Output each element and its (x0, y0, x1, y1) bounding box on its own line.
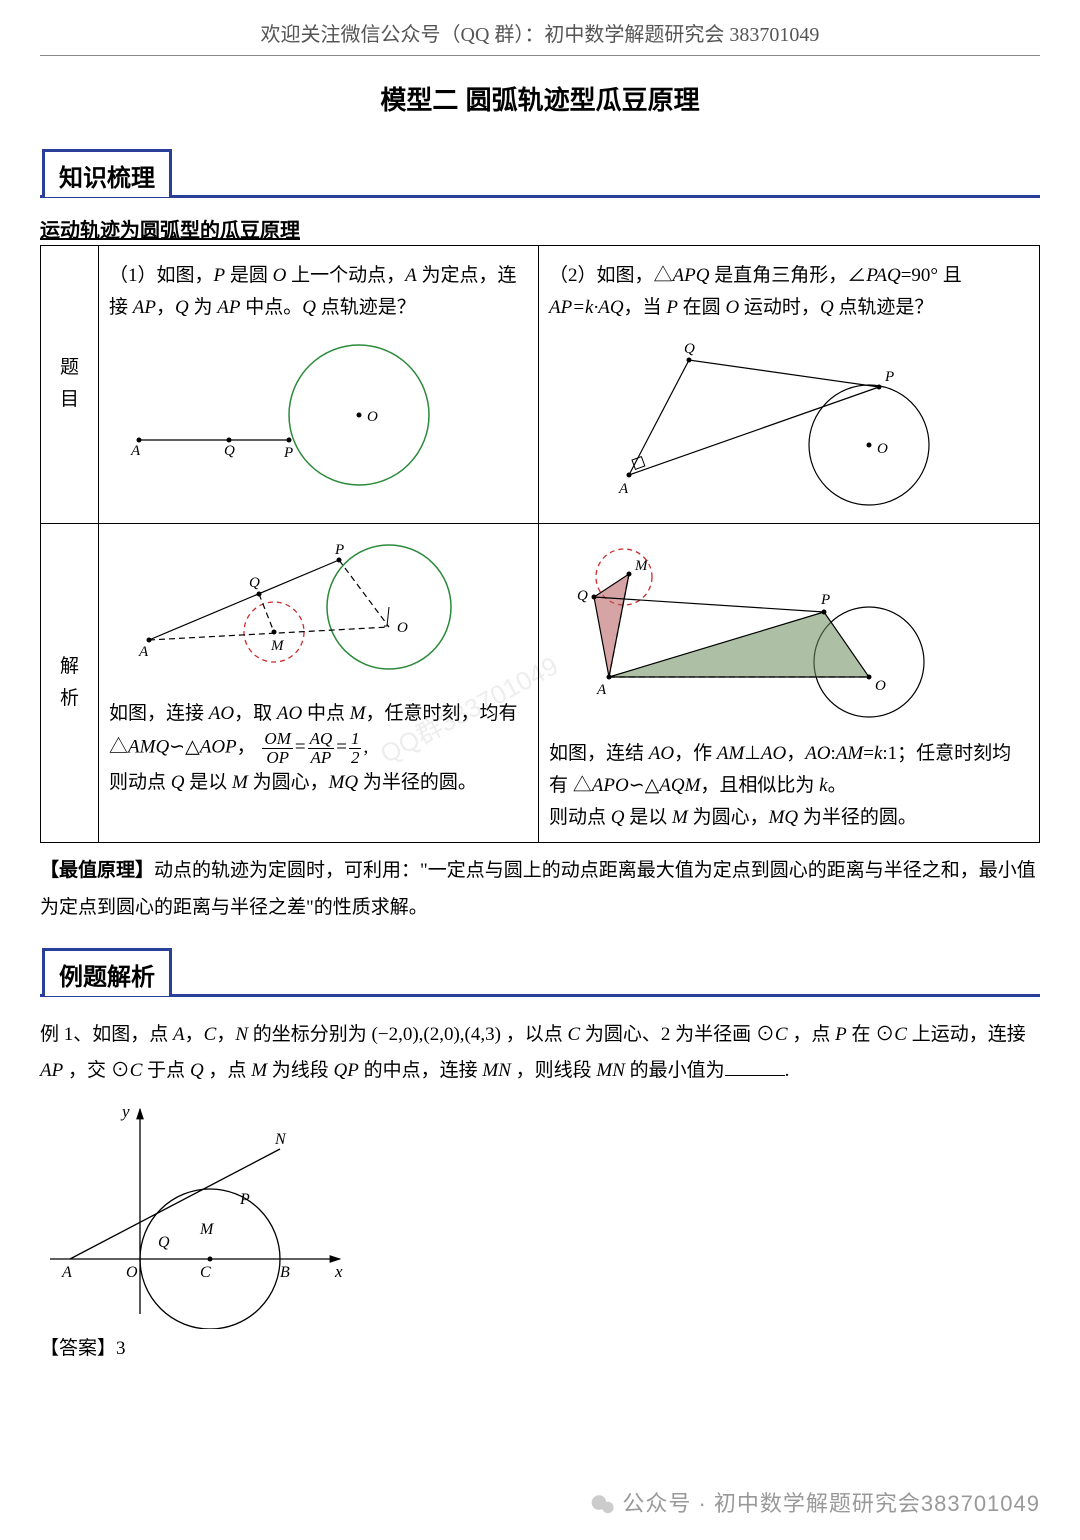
max-min-principle: 【最值原理】动点的轨迹为定圆时，可利用："一定点与圆上的动点距离最大值为定点到圆… (40, 853, 1040, 925)
svg-text:A: A (618, 481, 629, 497)
footer-watermark: 公众号 · 初中数学解题研究会383701049 (590, 1486, 1040, 1518)
figure-problem-2: A Q P O (549, 325, 969, 515)
figure-analysis-1: A Q P M O (109, 532, 469, 692)
wechat-icon (590, 1492, 616, 1518)
svg-text:A: A (130, 443, 141, 459)
sub-title: 运动轨迹为圆弧型的瓜豆原理 (40, 214, 1040, 243)
svg-text:y: y (120, 1102, 130, 1121)
cell-problem-2: （2）如图，△APQ 是直角三角形，∠PAQ=90° 且 AP=k·AQ，当 P… (539, 246, 1040, 524)
svg-text:P: P (334, 542, 344, 558)
svg-text:O: O (397, 620, 408, 636)
cell-problem-1: （1）如图，P 是圆 O 上一个动点，A 为定点，连接 AP，Q 为 AP 中点… (99, 246, 539, 524)
cell-analysis-1: A Q P M O 如图，连接 AO，取 AO 中点 M，任意时刻，均有 △AM… (99, 523, 539, 843)
svg-text:M: M (634, 558, 649, 574)
figure-analysis-2: A Q M P O (549, 532, 969, 732)
svg-text:O: O (877, 441, 888, 457)
page-header: 欢迎关注微信公众号（QQ 群）：初中数学解题研究会 383701049 (40, 0, 1040, 56)
svg-text:P: P (239, 1191, 250, 1208)
svg-text:M: M (270, 638, 285, 654)
svg-text:Q: Q (224, 443, 235, 459)
svg-text:P: P (283, 445, 293, 461)
main-title: 模型二 圆弧轨迹型瓜豆原理 (40, 80, 1040, 117)
svg-text:x: x (334, 1262, 343, 1281)
svg-text:P: P (820, 592, 830, 608)
svg-text:Q: Q (158, 1234, 170, 1251)
svg-text:A: A (138, 644, 149, 660)
principle-table: 题目 （1）如图，P 是圆 O 上一个动点，A 为定点，连接 AP，Q 为 AP… (40, 245, 1040, 843)
svg-text:O: O (875, 678, 886, 694)
svg-text:A: A (596, 682, 607, 698)
svg-text:Q: Q (577, 588, 588, 604)
section-examples: 例题解析 (40, 946, 1040, 997)
svg-text:N: N (274, 1131, 287, 1148)
section-heading-2: 例题解析 (42, 948, 172, 996)
section-heading-1: 知识梳理 (42, 149, 172, 197)
section-knowledge: 知识梳理 (40, 147, 1040, 198)
row-label-problem: 题目 (41, 246, 99, 524)
svg-text:P: P (884, 369, 894, 385)
svg-text:M: M (199, 1221, 215, 1238)
figure-problem-1: A Q P O (109, 325, 449, 495)
cell-analysis-2: A Q M P O 如图，连结 AO，作 AM⊥AO，AO:AM=k:1；任意时… (539, 523, 1040, 843)
svg-text:O: O (126, 1264, 138, 1281)
svg-text:C: C (200, 1264, 211, 1281)
example-1: 例 1、如图，点 A，C，N 的坐标分别为 (−2,0),(2,0),(4,3)… (40, 1017, 1040, 1089)
answer-1: 【答案】3 (40, 1333, 1040, 1360)
svg-text:O: O (367, 409, 378, 425)
row-label-analysis: 解析 (41, 523, 99, 843)
svg-text:A: A (61, 1264, 72, 1281)
svg-text:B: B (280, 1264, 290, 1281)
svg-text:Q: Q (684, 341, 695, 357)
figure-example-1: A O Q C M P B N x y (40, 1099, 360, 1329)
svg-text:Q: Q (249, 575, 260, 591)
